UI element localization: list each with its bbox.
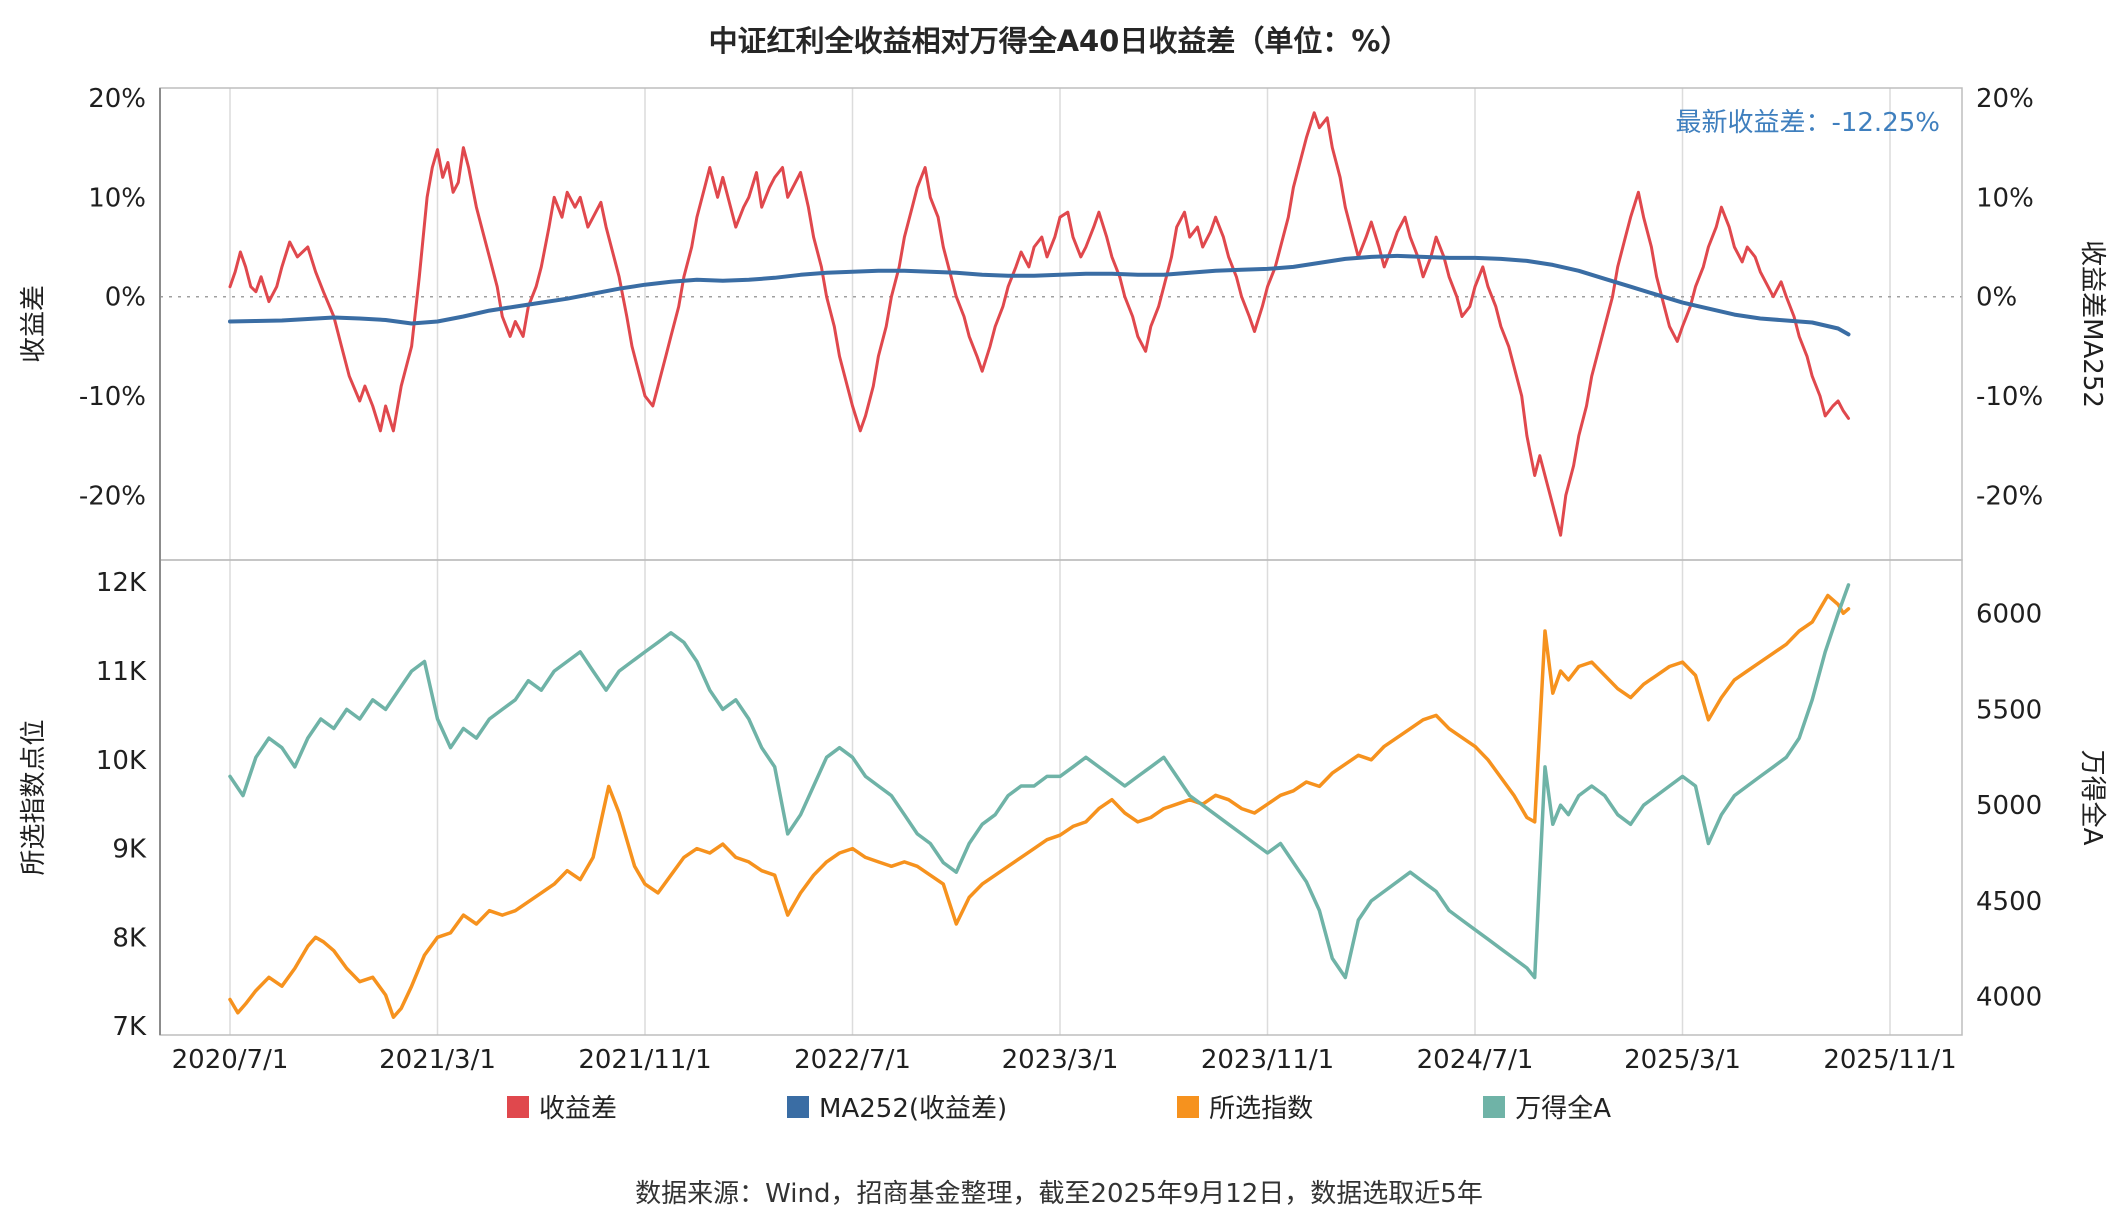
y-tick-label-left: 10% [88,183,146,213]
y-tick-label-left: -10% [79,382,146,412]
legend-swatch-return-diff [507,1095,530,1118]
legend-item-ma252: MA252(收益差) [787,1088,1007,1125]
return-diff-line [228,111,1850,537]
x-tick-label: 2024/7/1 [1417,1045,1534,1075]
y-tick-label-left: 10K [96,746,147,776]
y-tick-label-left: -20% [79,481,146,511]
chart-title: 中证红利全收益相对万得全A40日收益差（单位：%） [708,24,1410,58]
right-axis-title: 万得全A [2077,750,2107,846]
latest-value-annotation: 最新收益差：-12.25% [1675,108,1940,138]
left-axis-title: 所选指数点位 [19,719,49,875]
y-tick-label-right: 5500 [1976,695,2042,725]
legend-label-return-diff: 收益差 [539,1094,618,1124]
legend-label-selected-index: 所选指数 [1209,1094,1314,1124]
legend-swatch-selected-index [1177,1095,1200,1118]
y-tick-label-left: 0% [105,283,146,313]
y-tick-label-right: -10% [1976,382,2043,412]
x-tick-label: 2023/3/1 [1002,1045,1119,1075]
y-tick-label-right: 6000 [1976,600,2042,630]
y-tick-label-left: 8K [112,923,147,953]
y-tick-label-left: 20% [88,84,146,114]
x-tick-label: 2020/7/1 [172,1045,289,1075]
y-tick-label-right: 5000 [1976,791,2042,821]
y-tick-label-left: 12K [96,568,147,598]
y-tick-label-right: 4500 [1976,887,2042,917]
data-source-footer: 数据来源：Wind，招商基金整理，截至2025年9月12日，数据选取近5年 [635,1179,1483,1209]
legend-item-return-diff: 收益差 [507,1088,617,1125]
y-tick-label-right: -20% [1976,481,2043,511]
y-tick-label-right: 20% [1976,84,2034,114]
x-tick-label: 2021/11/1 [578,1045,711,1075]
selected-index-line [228,593,1851,1019]
wind-all-a-line [228,583,1851,980]
legend-label-ma252: MA252(收益差) [819,1094,1008,1124]
legend-item-selected-index: 所选指数 [1177,1088,1313,1125]
legend: 收益差 MA252(收益差) 所选指数 万得全A [0,1088,2118,1125]
right-axis-title: 收益差MA252 [2077,240,2107,408]
legend-label-wind-all-a: 万得全A [1515,1094,1611,1124]
y-tick-label-right: 10% [1976,183,2034,213]
y-tick-label-left: 7K [112,1012,147,1042]
legend-swatch-wind-all-a [1483,1095,1506,1118]
y-tick-label-left: 11K [96,657,147,687]
y-tick-label-left: 9K [112,835,147,865]
panel-border [159,559,1963,1036]
x-tick-label: 2023/11/1 [1201,1045,1334,1075]
ma252-line [228,253,1851,337]
x-tick-label: 2025/3/1 [1624,1045,1741,1075]
legend-swatch-ma252 [787,1095,810,1118]
y-tick-label-right: 0% [1976,283,2017,313]
left-axis-title: 收益差 [19,285,49,363]
x-tick-label: 2025/11/1 [1823,1045,1956,1075]
x-tick-label: 2022/7/1 [794,1045,911,1075]
x-tick-label: 2021/3/1 [379,1045,496,1075]
legend-item-wind-all-a: 万得全A [1483,1088,1611,1125]
y-tick-label-right: 4000 [1976,983,2042,1013]
